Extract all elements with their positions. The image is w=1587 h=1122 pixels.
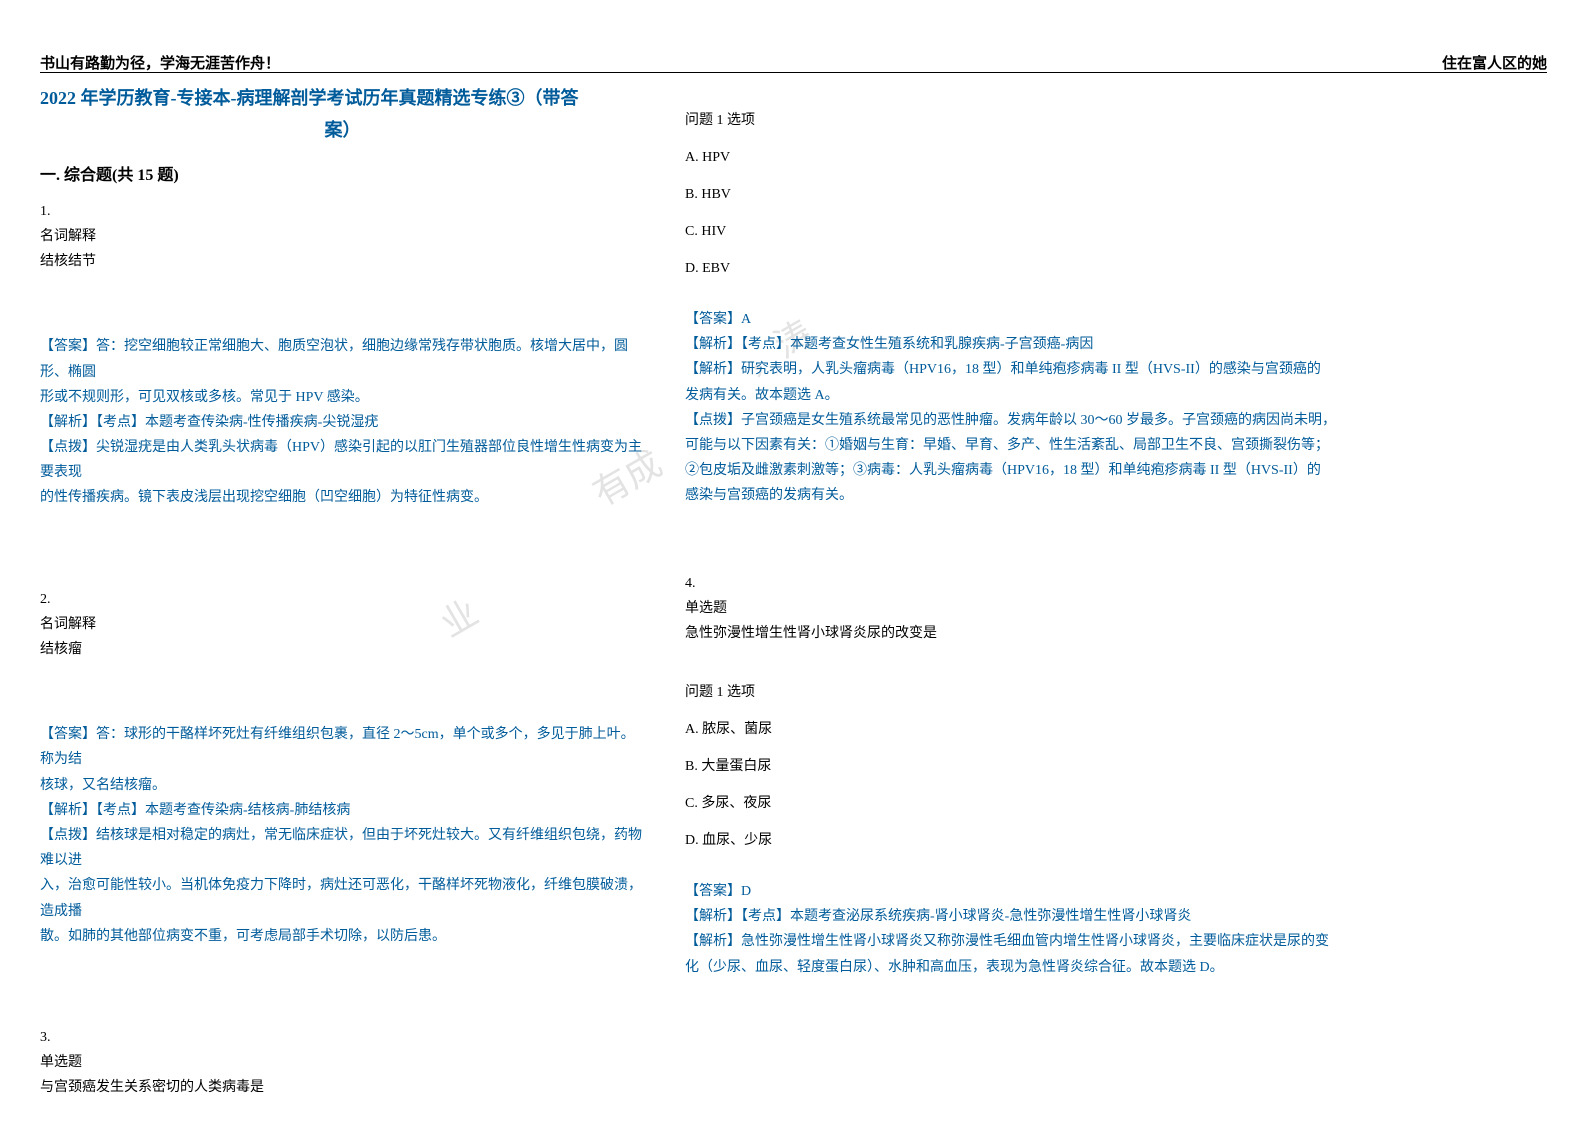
left-column: 2022 年学历教育-专接本-病理解剖学考试历年真题精选专练③（带答 案） 一.… (40, 82, 645, 1100)
q4-type: 单选题 (685, 596, 1547, 621)
title-line2: 案） (40, 114, 645, 146)
a3-tip2: 可能与以下因素有关：①婚姻与生育：早婚、早育、多产、性生活紊乱、局部卫生不良、宫… (685, 433, 1547, 458)
a1-line1: 【答案】答：挖空细胞较正常细胞大、胞质空泡状，细胞边缘常残存带状胞质。核增大居中… (40, 334, 645, 384)
q3-option-d: D. EBV (685, 258, 1547, 279)
q4-option-c: C. 多尿、夜尿 (685, 793, 1547, 814)
a1-tip2: 的性传播疾病。镜下表皮浅层出现挖空细胞（凹空细胞）为特征性病变。 (40, 485, 645, 510)
answer-2: 【答案】答：球形的干酪样坏死灶有纤维组织包裹，直径 2～5cm，单个或多个，多见… (40, 722, 645, 949)
a3-tip1: 【点拨】子宫颈癌是女生殖系统最常见的恶性肿瘤。发病年龄以 30～60 岁最多。子… (685, 408, 1547, 433)
content-container: 2022 年学历教育-专接本-病理解剖学考试历年真题精选专练③（带答 案） 一.… (40, 82, 1547, 1100)
q4-num: 4. (685, 571, 1547, 596)
q1-term: 结核结节 (40, 249, 645, 274)
section-title: 一. 综合题(共 15 题) (40, 161, 645, 185)
q4-option-d: D. 血尿、少尿 (685, 830, 1547, 851)
a2-explain1: 【解析】【考点】本题考查传染病-结核病-肺结核病 (40, 798, 645, 823)
answer-1: 【答案】答：挖空细胞较正常细胞大、胞质空泡状，细胞边缘常残存带状胞质。核增大居中… (40, 334, 645, 510)
a2-tip3: 散。如肺的其他部位病变不重，可考虑局部手术切除，以防后患。 (40, 924, 645, 949)
q2-term: 结核瘤 (40, 637, 645, 662)
q3-options-header: 问题 1 选项 (685, 110, 1547, 131)
q4-options: 问题 1 选项 A. 脓尿、菌尿 B. 大量蛋白尿 C. 多尿、夜尿 D. 血尿… (685, 682, 1547, 851)
title-line1: 2022 年学历教育-专接本-病理解剖学考试历年真题精选专练③（带答 (40, 82, 645, 114)
a1-line2: 形或不规则形，可见双核或多核。常见于 HPV 感染。 (40, 385, 645, 410)
a4-explain2: 【解析】急性弥漫性增生性肾小球肾炎又称弥漫性毛细血管内增生性肾小球肾炎，主要临床… (685, 929, 1547, 954)
q3-num: 3. (40, 1025, 645, 1050)
q1-num: 1. (40, 199, 645, 224)
q4-option-b: B. 大量蛋白尿 (685, 756, 1547, 777)
a3-explain1: 【解析】【考点】本题考查女性生殖系统和乳腺疾病-子宫颈癌-病因 (685, 332, 1547, 357)
q3-option-b: B. HBV (685, 184, 1547, 205)
answer-3: 【答案】A 【解析】【考点】本题考查女性生殖系统和乳腺疾病-子宫颈癌-病因 【解… (685, 307, 1547, 509)
header-left-text: 书山有路勤为径，学海无涯苦作舟！ (40, 52, 280, 73)
a1-tip1: 【点拨】尖锐湿疣是由人类乳头状病毒（HPV）感染引起的以肛门生殖器部位良性增生性… (40, 435, 645, 485)
main-title: 2022 年学历教育-专接本-病理解剖学考试历年真题精选专练③（带答 案） (40, 82, 645, 147)
right-column: 问题 1 选项 A. HPV B. HBV C. HIV D. EBV 【答案】… (685, 82, 1547, 1100)
question-2: 2. 名词解释 结核瘤 (40, 587, 645, 663)
a4-explain3: 化（少尿、血尿、轻度蛋白尿）、水肿和高血压，表现为急性肾炎综合征。故本题选 D。 (685, 955, 1547, 980)
q3-stem: 与宫颈癌发生关系密切的人类病毒是 (40, 1075, 645, 1100)
a4-explain1: 【解析】【考点】本题考查泌尿系统疾病-肾小球肾炎-急性弥漫性增生性肾小球肾炎 (685, 904, 1547, 929)
a4-answer: 【答案】D (685, 879, 1547, 904)
q2-type: 名词解释 (40, 612, 645, 637)
a3-explain2: 【解析】研究表明，人乳头瘤病毒（HPV16，18 型）和单纯疱疹病毒 II 型（… (685, 357, 1547, 382)
q3-options: 问题 1 选项 A. HPV B. HBV C. HIV D. EBV (685, 110, 1547, 279)
header-divider (40, 72, 1547, 73)
q3-type: 单选题 (40, 1050, 645, 1075)
a2-tip1: 【点拨】结核球是相对稳定的病灶，常无临床症状，但由于坏死灶较大。又有纤维组织包绕… (40, 823, 645, 873)
question-4: 4. 单选题 急性弥漫性增生性肾小球肾炎尿的改变是 (685, 571, 1547, 647)
a3-tip3: ②包皮垢及雌激素刺激等；③病毒：人乳头瘤病毒（HPV16，18 型）和单纯疱疹病… (685, 458, 1547, 483)
question-1: 1. 名词解释 结核结节 (40, 199, 645, 275)
answer-4: 【答案】D 【解析】【考点】本题考查泌尿系统疾病-肾小球肾炎-急性弥漫性增生性肾… (685, 879, 1547, 980)
q2-num: 2. (40, 587, 645, 612)
q4-stem: 急性弥漫性增生性肾小球肾炎尿的改变是 (685, 621, 1547, 646)
a2-line2: 核球，又名结核瘤。 (40, 773, 645, 798)
question-3: 3. 单选题 与宫颈癌发生关系密切的人类病毒是 (40, 1025, 645, 1101)
q3-option-c: C. HIV (685, 221, 1547, 242)
a1-explain1: 【解析】【考点】本题考查传染病-性传播疾病-尖锐湿疣 (40, 410, 645, 435)
a3-explain3: 发病有关。故本题选 A。 (685, 383, 1547, 408)
q4-option-a: A. 脓尿、菌尿 (685, 719, 1547, 740)
q3-option-a: A. HPV (685, 147, 1547, 168)
q1-type: 名词解释 (40, 224, 645, 249)
a2-line1: 【答案】答：球形的干酪样坏死灶有纤维组织包裹，直径 2～5cm，单个或多个，多见… (40, 722, 645, 772)
a3-answer: 【答案】A (685, 307, 1547, 332)
q4-options-header: 问题 1 选项 (685, 682, 1547, 703)
a2-tip2: 入，治愈可能性较小。当机体免疫力下降时，病灶还可恶化，干酪样坏死物液化，纤维包膜… (40, 873, 645, 923)
a3-tip4: 感染与宫颈癌的发病有关。 (685, 483, 1547, 508)
header-right-text: 住在富人区的她 (1442, 52, 1547, 73)
